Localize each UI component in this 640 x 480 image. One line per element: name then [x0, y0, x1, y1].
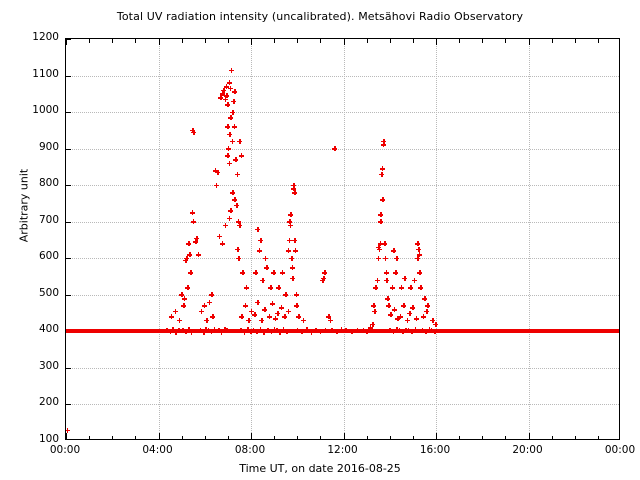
- x-tick-label: 12:00: [327, 444, 358, 456]
- y-tick-label: 500: [38, 286, 59, 299]
- y-tick-label: 900: [38, 140, 59, 153]
- y-tick-label: 1000: [32, 104, 59, 117]
- y-tick-label: 300: [38, 359, 59, 372]
- x-tick-label: 08:00: [234, 444, 266, 456]
- y-tick-label: 400: [38, 323, 59, 336]
- y-tick-label: 700: [38, 213, 59, 226]
- x-tick-label: 20:00: [512, 444, 543, 456]
- y-tick-label: 800: [38, 177, 59, 190]
- y-axis-title: Arbitrary unit: [17, 168, 31, 243]
- y-tick-label: 1200: [32, 31, 59, 43]
- x-axis-title: Time UT, on date 2016-08-25: [239, 462, 401, 475]
- x-tick-label: 00:00: [604, 444, 636, 456]
- x-tick-label: 04:00: [142, 444, 173, 456]
- x-tick-label: 16:00: [419, 444, 451, 456]
- y-tick-label: 100: [38, 433, 59, 445]
- chart-title: Total UV radiation intensity (uncalibrat…: [116, 10, 524, 23]
- y-tick-label: 1100: [32, 67, 59, 80]
- y-tick-label: 200: [38, 396, 59, 409]
- y-tick-label: 600: [38, 250, 59, 263]
- x-tick-label: 00:00: [49, 444, 81, 456]
